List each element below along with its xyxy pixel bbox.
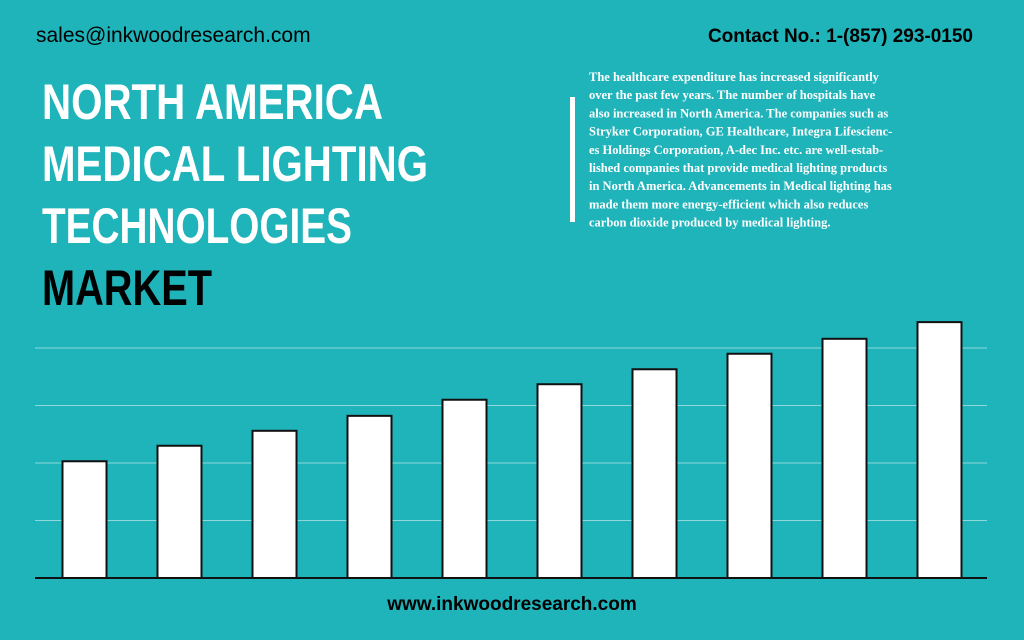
bar (916, 321, 963, 579)
description-line: lished companies that provide medical li… (589, 161, 887, 175)
bar (536, 383, 583, 579)
email: sales@inkwoodresearch.com (36, 24, 311, 47)
title-line: MEDICAL LIGHTING (42, 136, 428, 192)
bar (156, 444, 203, 579)
bar (441, 398, 488, 579)
footer-url: www.inkwoodresearch.com (386, 594, 637, 615)
description-line: carbon dioxide produced by medical light… (589, 216, 830, 230)
accent-bar (570, 97, 575, 222)
title-line: TECHNOLOGIES (42, 198, 352, 254)
bar (821, 337, 868, 579)
bar (631, 368, 678, 579)
contact: Contact No.: 1-(857) 293-0150 (708, 26, 973, 47)
bar (726, 352, 773, 579)
description-line: also increased in North America. The com… (589, 106, 888, 120)
bar (251, 429, 298, 579)
title-line: MARKET (42, 260, 212, 316)
bar (346, 414, 393, 579)
description-line: Stryker Corporation, GE Healthcare, Inte… (589, 125, 892, 139)
description-line: in North America. Advancements in Medica… (589, 179, 892, 193)
bar (61, 460, 108, 579)
description-line: es Holdings Corporation, A-dec Inc. etc.… (589, 143, 883, 157)
description-line: over the past few years. The number of h… (589, 88, 876, 102)
description-line: made them more energy-efficient which al… (589, 197, 868, 211)
description-line: The healthcare expenditure has increased… (589, 70, 880, 84)
title-line: NORTH AMERICA (42, 74, 383, 130)
